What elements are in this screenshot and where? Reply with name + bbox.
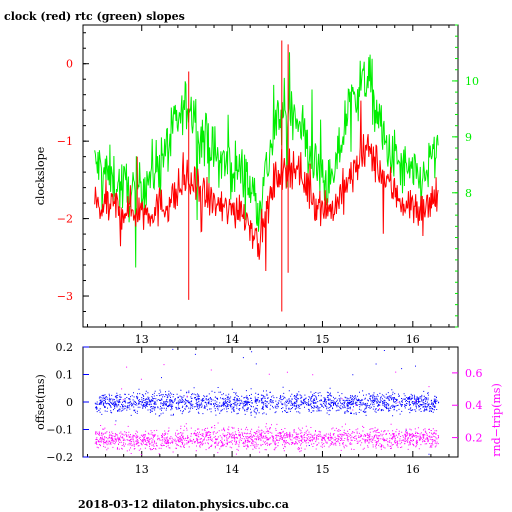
slope-y-axis-label: clockslope [34, 147, 47, 205]
rtc-slope-series-line [94, 52, 439, 268]
clock-slope-series-line [94, 100, 439, 272]
rndtrip-y-tick-label: 0.6 [465, 367, 483, 380]
rndtrip-y-axis-label: rnd−trip(ms) [490, 383, 503, 457]
rndtrip-y-tick-label: 0.4 [465, 399, 483, 412]
rndtrip-series-points [94, 364, 440, 455]
offset-y-tick-label: −0.2 [46, 451, 73, 464]
slope-y-tick-label: −2 [57, 213, 73, 226]
slope-y2-tick-label: 9 [465, 131, 472, 144]
offset-x-tick-label: 16 [406, 463, 420, 476]
offset-panel: 13 14 15 16 0.2 0.1 0 −0.1 −0.2 0.6 0.4 0.2 offset(… [34, 341, 503, 476]
offset-y-tick-label: −0.1 [46, 424, 73, 437]
slope-x-tick-label: 13 [135, 333, 149, 346]
offset-x-tick-label: 13 [135, 463, 149, 476]
slope-y-tick-label: −3 [57, 290, 73, 303]
offset-y-axis-label: offset(ms) [34, 374, 47, 430]
slope-y-tick-label: −1 [57, 135, 73, 148]
offset-y-tick-label: 0.2 [56, 341, 74, 354]
chart-title: clock (red) rtc (green) slopes [4, 10, 185, 23]
offset-x-tick-label: 15 [315, 463, 329, 476]
slope-y2-tick-label: 10 [465, 75, 479, 88]
offset-y-tick-label: 0.1 [56, 369, 74, 382]
slope-y2-tick-label: 8 [465, 187, 472, 200]
slope-x-tick-label: 16 [406, 333, 420, 346]
offset-y-tick-label: 0 [66, 396, 73, 409]
rndtrip-y-tick-label: 0.2 [465, 432, 483, 445]
offset-x-tick-label: 14 [225, 463, 239, 476]
slope-plot-frame [82, 24, 459, 328]
slope-panel: 13 14 15 16 0 −1 −2 −3 10 9 8 clockslope [34, 24, 479, 346]
slope-x-tick-label: 14 [225, 333, 239, 346]
offset-series-points [94, 348, 440, 455]
slope-x-tick-label: 15 [315, 333, 329, 346]
slope-y-tick-label: 0 [66, 58, 73, 71]
footer-host-date: 2018-03-12 dilaton.physics.ubc.ca [78, 498, 289, 511]
